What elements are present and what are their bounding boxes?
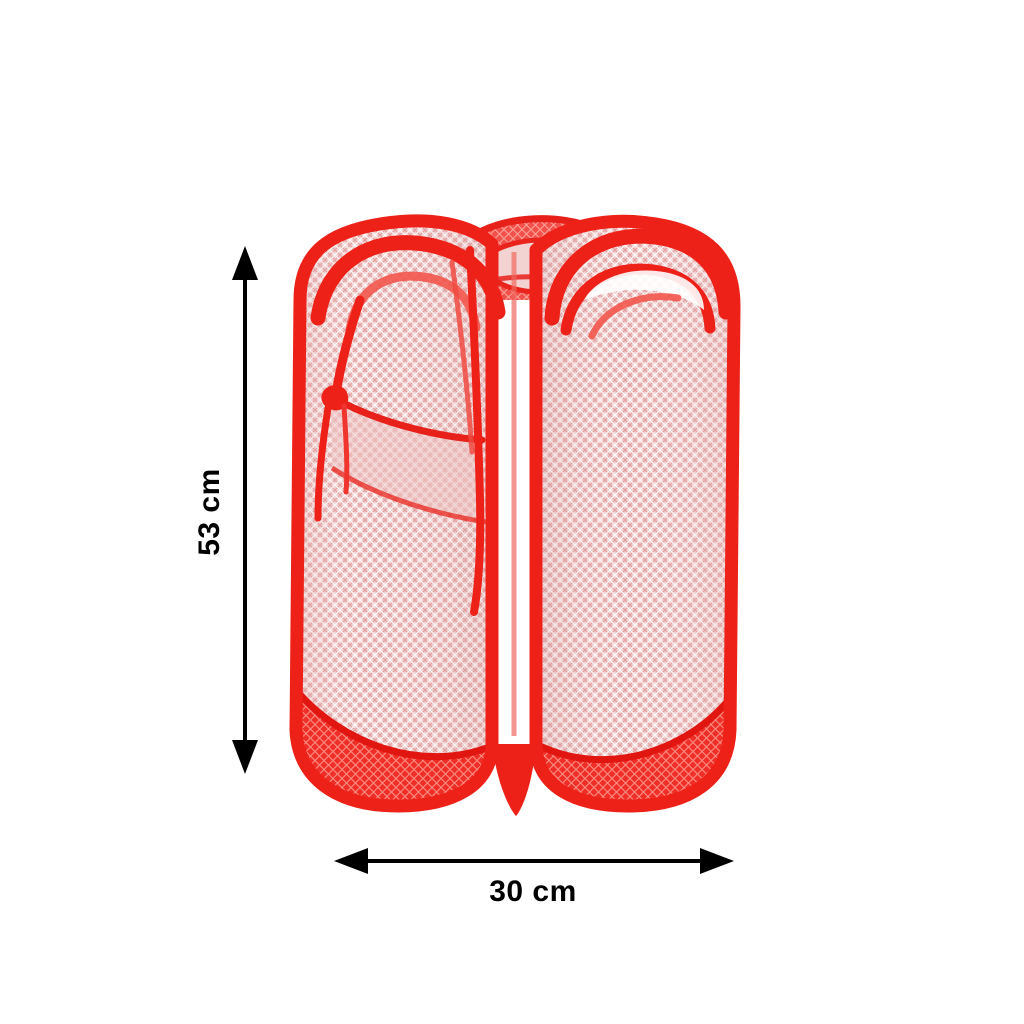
right-handle-loop <box>544 228 734 340</box>
width-arrow-head-right <box>700 848 734 874</box>
width-dimension-label: 30 cm <box>489 875 577 908</box>
strap-knot <box>321 385 349 411</box>
height-arrow-head-bottom <box>232 740 258 774</box>
height-arrow-head-top <box>232 246 258 280</box>
center-bottom-junction <box>492 744 536 816</box>
pocket-side-strap-inner <box>449 259 475 455</box>
width-arrow-head-left <box>334 848 368 874</box>
strap-tail-left <box>314 404 332 522</box>
strap-tail-right <box>341 403 350 495</box>
right-bottom-band <box>536 694 734 806</box>
center-seam <box>486 238 542 816</box>
front-mesh-pocket <box>314 246 487 616</box>
height-dimension-label: 53 cm <box>193 468 226 556</box>
left-bottom-band-edge <box>296 687 492 761</box>
pocket-side-strap <box>466 246 485 616</box>
right-panel-piping <box>529 214 741 813</box>
right-handle-opening <box>584 270 704 310</box>
right-bottom-band-edge <box>536 693 734 764</box>
height-dimension-arrow <box>232 246 258 774</box>
width-dimension-arrow <box>334 848 734 874</box>
